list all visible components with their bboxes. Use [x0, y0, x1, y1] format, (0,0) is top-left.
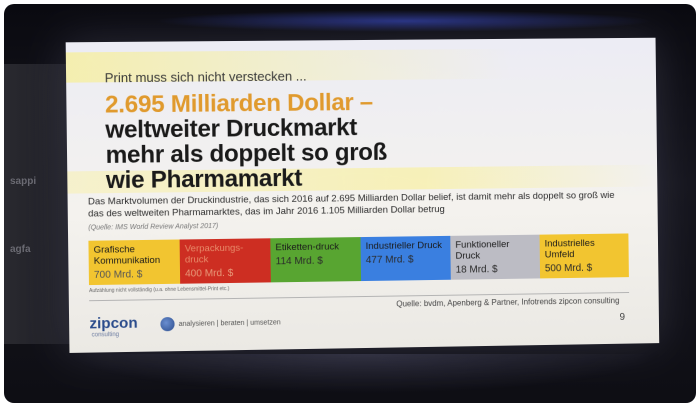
slide-body-text: Das Marktvolumen der Druckindustrie, das…	[87, 189, 615, 220]
segment-etikettendruck: Etiketten-druck 114 Mrd. $	[270, 237, 362, 283]
stage-floor-glow	[64, 354, 664, 394]
segment-label: Verpackungs-druck	[184, 242, 244, 266]
headline-line-3: wie Pharmamarkt	[105, 164, 303, 195]
zipcon-logo: zipcon	[89, 314, 138, 333]
slide-tagline: analysieren | beraten | umsetzen	[178, 319, 281, 328]
presentation-slide: Print muss sich nicht verstecken ... 2.6…	[65, 37, 660, 353]
left-wall-banner: sappi agfa	[4, 64, 74, 344]
segment-industrieller-druck: Industrieller Druck 477 Mrd. $	[360, 235, 451, 282]
segment-verpackungsdruck: Verpackungs-druck 400 Mrd. $	[179, 238, 271, 284]
segment-funktioneller-druck: Funktioneller Druck 18 Mrd. $	[450, 234, 541, 280]
slide-page-number: 9	[619, 311, 626, 323]
wall-logo-sappi: sappi	[10, 176, 37, 187]
segment-industrielles-umfeld: Industrielles Umfeld 500 Mrd. $	[539, 233, 629, 279]
segment-value: 18 Mrd. $	[455, 264, 498, 276]
segment-label: Grafische Kommunikation	[93, 244, 161, 267]
slide-kicker: Print muss sich nicht verstecken ...	[104, 68, 307, 86]
segment-value: 500 Mrd. $	[544, 262, 593, 275]
segment-label: Industrieller Druck	[365, 239, 443, 252]
segment-value: 114 Mrd. $	[275, 255, 323, 268]
conference-photo: sappi agfa Print muss sich nicht verstec…	[4, 4, 696, 403]
source-citation-footer: Quelle: bvdm, Apenberg & Partner, Infotr…	[396, 296, 620, 309]
market-segments: Grafische Kommunikation 700 Mrd. $ Verpa…	[88, 233, 629, 286]
segment-label: Funktioneller Druck	[455, 239, 510, 262]
segment-grafische-kommunikation: Grafische Kommunikation 700 Mrd. $	[88, 239, 181, 286]
slide-footnote: Aufzählung nicht vollständig (u.a. ohne …	[89, 286, 230, 295]
segment-value: 477 Mrd. $	[365, 254, 414, 266]
zipcon-globe-icon	[160, 317, 175, 332]
wall-logo-agfa: agfa	[10, 244, 31, 255]
source-citation-ims: (Quelle: IMS World Review Analyst 2017)	[88, 222, 219, 232]
segment-value: 700 Mrd. $	[93, 269, 143, 281]
segment-label: Industrielles Umfeld	[544, 237, 595, 261]
segment-label: Etiketten-druck	[275, 241, 340, 254]
zipcon-logo-subtitle: consulting	[91, 331, 120, 339]
slide-headline: 2.695 Milliarden Dollar – weltweiter Dru…	[105, 88, 547, 195]
stage-lights	[154, 10, 654, 32]
segment-value: 400 Mrd. $	[185, 267, 234, 280]
